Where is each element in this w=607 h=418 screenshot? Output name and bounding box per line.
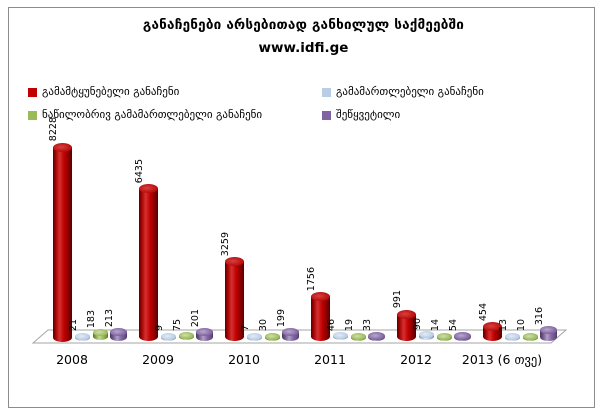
data-label-series1-2010: 7	[240, 325, 251, 332]
bar-series2-2012	[436, 332, 452, 341]
data-label-series0-2010: 3259	[220, 232, 231, 257]
bar-series0-2009	[138, 183, 158, 342]
x-axis-label-2009: 2009	[142, 352, 174, 367]
data-label-series3-2012: 54	[448, 318, 459, 331]
data-label-series2-2013 (6 თვე): 10	[516, 319, 527, 332]
bar-series2-2008	[92, 329, 108, 341]
bar-series1-2010	[246, 332, 262, 341]
chart-title: განაჩენები არსებითად განხილულ საქმეებში	[142, 17, 465, 33]
legend-label: შეწყვეტილი	[336, 108, 401, 121]
bar-series0-2010	[224, 257, 244, 342]
bar-series0-2008	[52, 142, 72, 342]
data-label-series2-2012: 14	[430, 319, 441, 332]
legend-item-acquittal: გამამართლებელი განაჩენი	[322, 86, 484, 98]
bar-series0-2013 (6 თვე)	[482, 322, 502, 342]
legend-label: გამამართლებელი განაჩენი	[336, 85, 484, 98]
data-label-series2-2011: 19	[344, 319, 355, 332]
data-label-series1-2008: 21	[68, 319, 79, 332]
data-label-series3-2010: 199	[276, 309, 287, 328]
legend-item-convicting: გამამტყუნებელი განაჩენი	[28, 86, 179, 98]
partial-acquittal-swatch-icon	[28, 110, 37, 120]
bar-series1-2013 (6 თვე)	[504, 332, 520, 341]
x-axis-label-2010: 2010	[228, 352, 260, 367]
data-label-series1-2013 (6 თვე): 13	[498, 319, 509, 332]
bar-series1-2009	[160, 332, 176, 341]
data-label-series0-2011: 1756	[306, 266, 317, 291]
bar-series1-2011	[332, 332, 348, 341]
bar-series3-2011	[367, 332, 385, 341]
data-label-series1-2009: 9	[154, 325, 165, 332]
bar-series3-2008	[109, 328, 127, 341]
data-label-series0-2013 (6 თვე): 454	[478, 302, 489, 322]
bar-series1-2012	[418, 331, 434, 341]
data-label-series3-2008: 213	[104, 308, 115, 328]
data-label-series3-2013 (6 თვე): 316	[534, 306, 545, 325]
bar-series2-2010	[264, 332, 280, 341]
data-label-series3-2009: 201	[190, 309, 201, 328]
bar-series3-2009	[195, 328, 213, 341]
legend-item-partial-acquittal: ნაწილობრივ გამამართლებელი განაჩენი	[28, 109, 262, 121]
data-label-series3-2011: 33	[362, 318, 373, 331]
chart-subtitle: www.idfi.ge	[258, 40, 349, 56]
bar-series0-2012	[396, 309, 416, 342]
x-axis-label-2008: 2008	[56, 352, 88, 367]
data-label-series0-2009: 6435	[134, 158, 145, 183]
data-label-series2-2008: 183	[86, 310, 97, 329]
legend-item-terminated: შეწყვეტილი	[322, 109, 400, 121]
bar-series2-2011	[350, 332, 366, 341]
acquittal-swatch-icon	[322, 87, 331, 97]
x-axis-label-2013 (6 თვე): 2013 (6 თვე)	[461, 352, 543, 367]
bar-series2-2013 (6 თვე)	[522, 332, 538, 341]
data-label-series2-2010: 30	[258, 319, 269, 332]
bar-series3-2013 (6 თვე)	[539, 325, 557, 341]
convicting-swatch-icon	[28, 87, 37, 97]
data-label-series1-2012: 90	[412, 318, 423, 331]
data-label-series0-2008: 8228	[48, 117, 59, 142]
bar-series2-2009	[178, 331, 194, 341]
x-axis-label-2012: 2012	[400, 352, 432, 367]
bar-series0-2011	[310, 291, 330, 342]
bar-series1-2008	[74, 332, 90, 341]
data-label-series1-2011: 46	[326, 319, 337, 332]
legend-label: გამამტყუნებელი განაჩენი	[42, 85, 180, 98]
bar-series3-2012	[453, 331, 471, 341]
legend-label: ნაწილობრივ გამამართლებელი განაჩენი	[42, 108, 263, 121]
data-label-series2-2009: 75	[172, 318, 183, 331]
data-label-series0-2012: 991	[392, 290, 403, 309]
x-axis-label-2011: 2011	[314, 352, 346, 367]
terminated-swatch-icon	[322, 110, 331, 120]
bar-series3-2010	[281, 328, 299, 341]
